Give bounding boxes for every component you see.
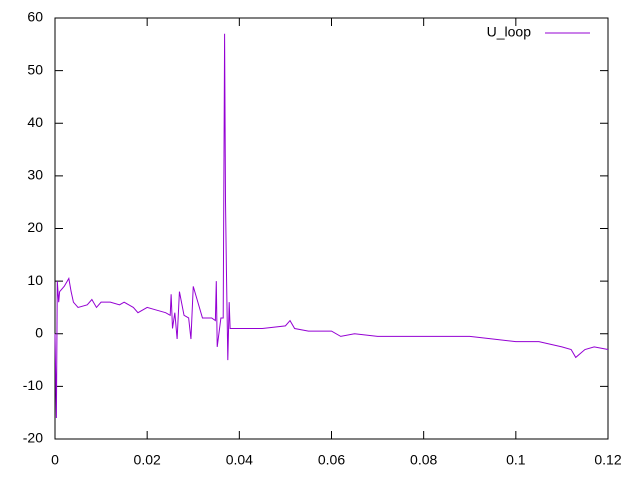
x-tick-label: 0.1 xyxy=(506,452,526,468)
y-tick-label: 40 xyxy=(27,114,43,130)
y-tick-label: 30 xyxy=(27,167,43,183)
plot-border xyxy=(54,17,609,440)
x-tick-label: 0.12 xyxy=(594,452,621,468)
y-tick-label: 60 xyxy=(27,9,43,25)
y-tick-label: 0 xyxy=(35,324,43,340)
x-tick-label: 0.04 xyxy=(226,452,253,468)
x-tick-label: 0.08 xyxy=(410,452,437,468)
x-tick-label: 0.02 xyxy=(134,452,161,468)
x-tick-label: 0.06 xyxy=(318,452,345,468)
y-tick-label: 20 xyxy=(27,219,43,235)
y-tick-label: -20 xyxy=(23,430,43,446)
x-tick-label: 0 xyxy=(51,452,59,468)
y-tick-label: 10 xyxy=(27,272,43,288)
y-tick-label: 50 xyxy=(27,61,43,77)
y-tick-label: -10 xyxy=(23,377,43,393)
legend-label: U_loop xyxy=(487,24,532,40)
data-line xyxy=(54,33,609,418)
